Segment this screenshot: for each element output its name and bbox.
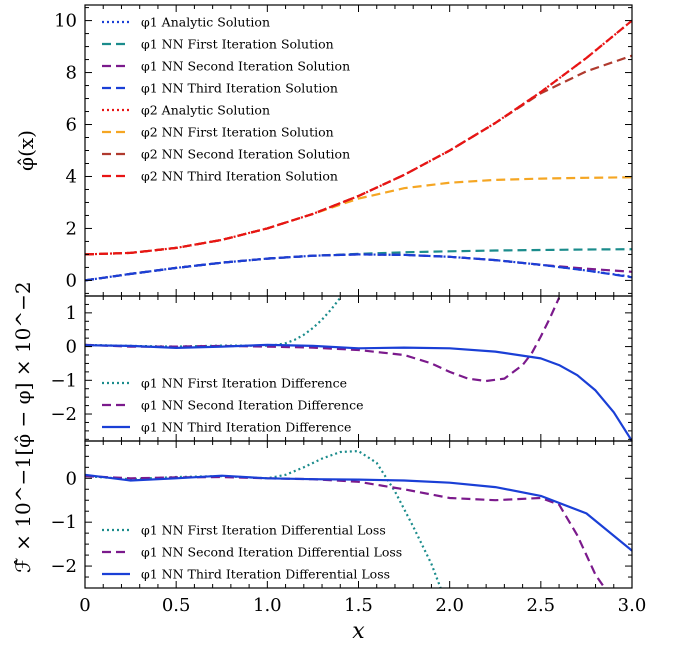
legend-item: φ2 NN Third Iteration Solution bbox=[102, 169, 338, 184]
series-line-3 bbox=[85, 343, 632, 441]
legend-label: φ1 NN Third Iteration Solution bbox=[141, 81, 338, 96]
legend-label: φ1 NN Third Iteration Differential Loss bbox=[141, 567, 390, 582]
legend-label: φ2 NN First Iteration Solution bbox=[141, 125, 334, 140]
x-tick-label: 2.0 bbox=[435, 595, 464, 616]
x-tick-label: 2.5 bbox=[527, 595, 556, 616]
legend-item: φ1 NN Third Iteration Differential Loss bbox=[102, 567, 390, 582]
series-group bbox=[85, 19, 632, 282]
legend-item: φ1 NN Second Iteration Difference bbox=[102, 398, 364, 413]
y-tick-label: 1 bbox=[66, 303, 77, 324]
legend-label: φ1 NN First Iteration Differential Loss bbox=[141, 523, 386, 538]
legend: φ1 NN First Iteration Differential Loss φ… bbox=[102, 523, 402, 582]
y-tick-label: 4 bbox=[66, 166, 77, 187]
legend-label: φ1 NN Second Iteration Solution bbox=[141, 59, 350, 74]
legend: φ1 NN First Iteration Difference φ1 NN Se… bbox=[102, 376, 364, 435]
y-tick-label: 8 bbox=[66, 63, 77, 84]
y-tick-label: 0 bbox=[66, 468, 77, 489]
legend-label: φ1 NN Second Iteration Differential Loss bbox=[141, 545, 402, 560]
y-tick-label: −1 bbox=[50, 370, 77, 391]
legend-label: φ1 Analytic Solution bbox=[141, 15, 270, 30]
legend-label: φ1 NN First Iteration Solution bbox=[141, 37, 334, 52]
x-tick-label: 0.5 bbox=[162, 595, 191, 616]
legend-label: φ1 NN First Iteration Difference bbox=[141, 376, 347, 391]
y-tick-label: 6 bbox=[66, 115, 77, 136]
panel-2: −2 −1 0 1 [φ̂ − φ] × 10^−2 φ1 NN First Iterat… bbox=[11, 281, 633, 456]
legend-item: φ1 NN First Iteration Solution bbox=[102, 37, 334, 52]
y-tick-label: −2 bbox=[50, 556, 77, 577]
legend-label: φ1 NN Second Iteration Difference bbox=[141, 398, 364, 413]
legend-item: φ2 Analytic Solution bbox=[102, 103, 270, 118]
series-line-3 bbox=[85, 473, 632, 552]
legend-label: φ1 NN Third Iteration Difference bbox=[141, 420, 351, 435]
legend-label: φ2 Analytic Solution bbox=[141, 103, 270, 118]
panel-1: 0 2 4 6 8 10 φ̂(x) φ1 Analytic Solution φ1 NN Fi… bbox=[14, 4, 633, 297]
series-line-1 bbox=[85, 253, 632, 282]
series-group bbox=[85, 450, 632, 588]
series-line-4 bbox=[85, 253, 632, 282]
y-tick-label: −1 bbox=[50, 512, 77, 533]
y-tick-label: 10 bbox=[54, 11, 77, 32]
x-tick-label: 0 bbox=[79, 595, 90, 616]
series-line-2 bbox=[85, 297, 561, 383]
legend-item: φ1 Analytic Solution bbox=[102, 15, 270, 30]
x-tick-label: 1.5 bbox=[344, 595, 373, 616]
series-line-3 bbox=[85, 253, 632, 282]
series-group bbox=[85, 297, 632, 441]
y-tick-label: −2 bbox=[50, 404, 77, 425]
legend-item: φ2 NN First Iteration Solution bbox=[102, 125, 334, 140]
series-line-8 bbox=[85, 19, 632, 256]
legend-item: φ1 NN Third Iteration Difference bbox=[102, 420, 351, 435]
x-axis-label: x bbox=[352, 619, 365, 644]
y-tick-label: 2 bbox=[66, 218, 77, 239]
series-line-1 bbox=[85, 297, 342, 348]
y-axis-label: ℱ̂ × 10^−1 bbox=[11, 456, 35, 573]
legend-item: φ2 NN Second Iteration Solution bbox=[102, 147, 350, 162]
legend: φ1 Analytic Solution φ1 NN First Iteratio… bbox=[102, 15, 350, 184]
y-axis-label: φ̂(x) bbox=[14, 130, 38, 171]
y-tick-label: 0 bbox=[66, 337, 77, 358]
x-tick-label: 3.0 bbox=[618, 595, 647, 616]
y-axis-label: [φ̂ − φ] × 10^−2 bbox=[11, 281, 35, 455]
legend-item: φ1 NN Third Iteration Solution bbox=[102, 81, 338, 96]
series-line-6 bbox=[85, 176, 632, 256]
legend-label: φ2 NN Second Iteration Solution bbox=[141, 147, 350, 162]
x-tick-label: 1.0 bbox=[253, 595, 282, 616]
panel-3: −2 −1 0 0 0.5 1.0 1.5 2.0 2.5 3.0 ℱ̂ × 10^−1 x φ1 NN… bbox=[11, 440, 647, 644]
legend-item: φ1 NN Second Iteration Differential Loss bbox=[102, 545, 402, 560]
legend-item: φ1 NN Second Iteration Solution bbox=[102, 59, 350, 74]
legend-item: φ1 NN First Iteration Differential Loss bbox=[102, 523, 386, 538]
y-tick-label: 0 bbox=[66, 270, 77, 291]
legend-label: φ2 NN Third Iteration Solution bbox=[141, 169, 338, 184]
legend-item: φ1 NN First Iteration Difference bbox=[102, 376, 347, 391]
